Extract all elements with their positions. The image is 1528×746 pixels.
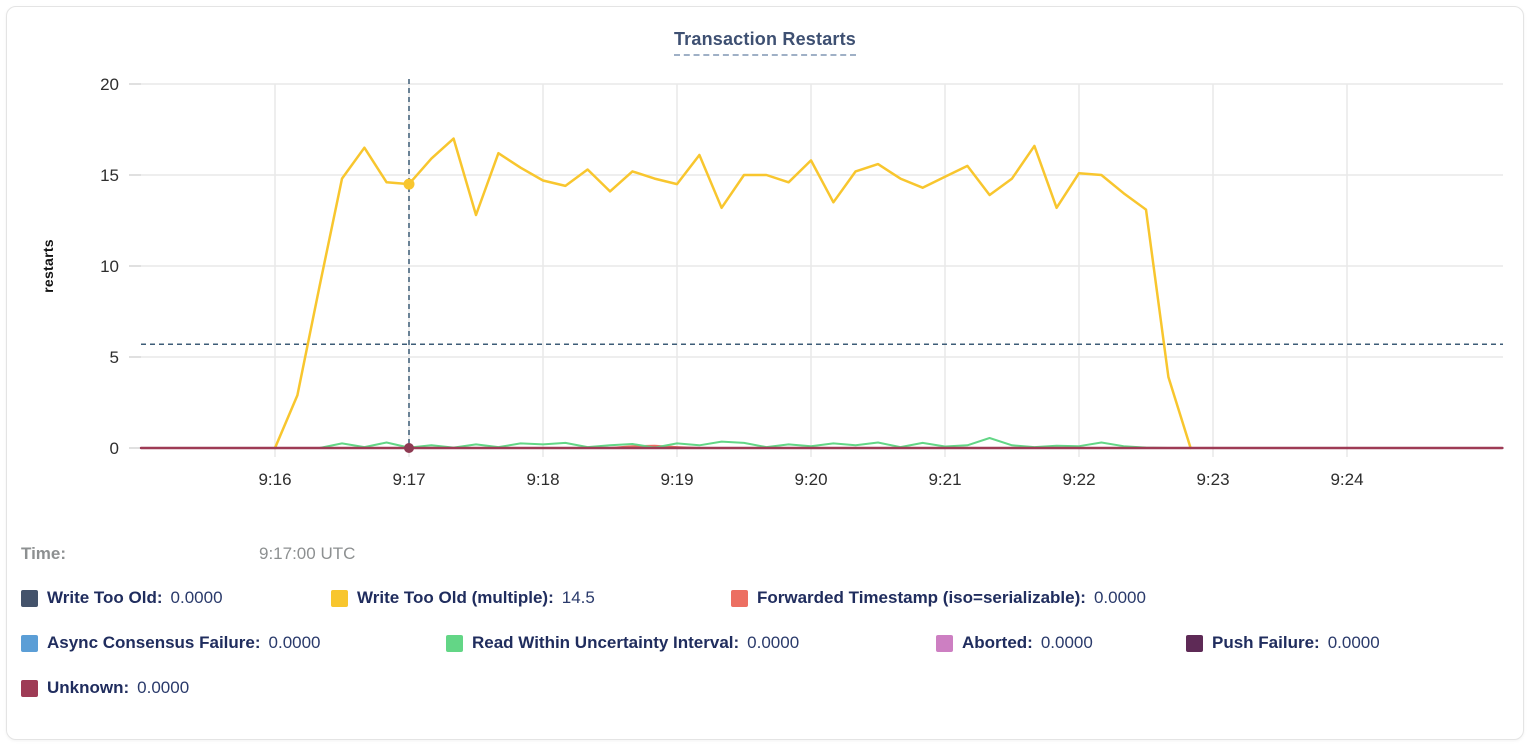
legend-row: Async Consensus Failure: 0.0000 Read Withi… (21, 633, 1509, 653)
legend-label: Aborted: (962, 633, 1033, 652)
legend-color-swatch (21, 589, 38, 607)
x-tick-label: 9:21 (928, 470, 961, 489)
legend-item: Unknown: 0.0000 (21, 678, 189, 698)
hover-point-write-too-old-multiple (403, 178, 415, 190)
tooltip-time-value: 9:17:00 UTC (259, 544, 356, 563)
legend-color-swatch (936, 634, 953, 652)
x-tick-label: 9:17 (392, 470, 425, 489)
x-tick-label: 9:20 (794, 470, 827, 489)
legend-color-swatch (1186, 634, 1203, 652)
x-tick-label: 9:18 (526, 470, 559, 489)
series-line-read-within-uncertainty-interval (318, 437, 1170, 449)
legend-label: Write Too Old (multiple): (357, 588, 554, 607)
legend-item: Write Too Old: 0.0000 (21, 588, 331, 608)
legend-label: Forwarded Timestamp (iso=serializable): (757, 588, 1086, 607)
y-tick-label: 10 (100, 257, 119, 276)
hover-point-unknown (404, 443, 414, 453)
legend-color-swatch (331, 589, 348, 607)
legend-value: 14.5 (561, 588, 595, 607)
legend-value: 0.0000 (1040, 633, 1093, 652)
y-axis-title: restarts (40, 239, 56, 293)
transaction-restarts-chart[interactable]: 0 5 10 15 20 9:16 9:17 9:18 9:19 9:20 9:21 9:22 9:23… (7, 7, 1523, 512)
tooltip-time-row: Time: 9:17:00 UTC (21, 544, 721, 564)
legend-label: Unknown: (47, 678, 130, 697)
legend-row: Write Too Old: 0.0000 Write Too Old (multi… (21, 588, 1509, 608)
legend-color-swatch (446, 634, 463, 652)
y-tick-label: 15 (100, 166, 119, 185)
series-line-write-too-old-multiple (273, 137, 1192, 450)
x-tick-label: 9:19 (660, 470, 693, 489)
legend-row: Unknown: 0.0000 (21, 678, 1509, 698)
transaction-restarts-panel: Transaction Restarts 0 5 10 15 20 9:16 9:17 9:1… (6, 6, 1524, 740)
y-tick-label: 5 (110, 348, 119, 367)
legend-value: 0.0000 (137, 678, 190, 697)
y-tick-label: 0 (110, 439, 119, 458)
legend-value: 0.0000 (170, 588, 223, 607)
legend-value: 0.0000 (747, 633, 800, 652)
legend-label: Async Consensus Failure: (47, 633, 261, 652)
chart-title[interactable]: Transaction Restarts (673, 29, 857, 56)
legend-item: Push Failure: 0.0000 (1186, 633, 1380, 653)
legend-value: 0.0000 (1093, 588, 1146, 607)
legend-color-swatch (21, 679, 38, 697)
legend-item: Read Within Uncertainty Interval: 0.0000 (446, 633, 936, 653)
legend-color-swatch (21, 634, 38, 652)
x-tick-label: 9:16 (258, 470, 291, 489)
tooltip-time-label: Time: (21, 544, 67, 563)
y-tick-label: 20 (100, 75, 119, 94)
chart-legend: Write Too Old: 0.0000 Write Too Old (multi… (21, 588, 1509, 723)
legend-value: 0.0000 (268, 633, 321, 652)
legend-item: Async Consensus Failure: 0.0000 (21, 633, 446, 653)
legend-label: Write Too Old: (47, 588, 163, 607)
legend-value: 0.0000 (1327, 633, 1380, 652)
x-tick-label: 9:22 (1062, 470, 1095, 489)
x-tick-label: 9:23 (1196, 470, 1229, 489)
legend-item: Write Too Old (multiple): 14.5 (331, 588, 731, 608)
x-tick-label: 9:24 (1330, 470, 1363, 489)
legend-color-swatch (731, 589, 748, 607)
legend-label: Push Failure: (1212, 633, 1320, 652)
legend-item: Aborted: 0.0000 (936, 633, 1186, 653)
legend-item: Forwarded Timestamp (iso=serializable): 0… (731, 588, 1146, 608)
legend-label: Read Within Uncertainty Interval: (472, 633, 740, 652)
chart-title-wrap: Transaction Restarts (7, 29, 1523, 56)
